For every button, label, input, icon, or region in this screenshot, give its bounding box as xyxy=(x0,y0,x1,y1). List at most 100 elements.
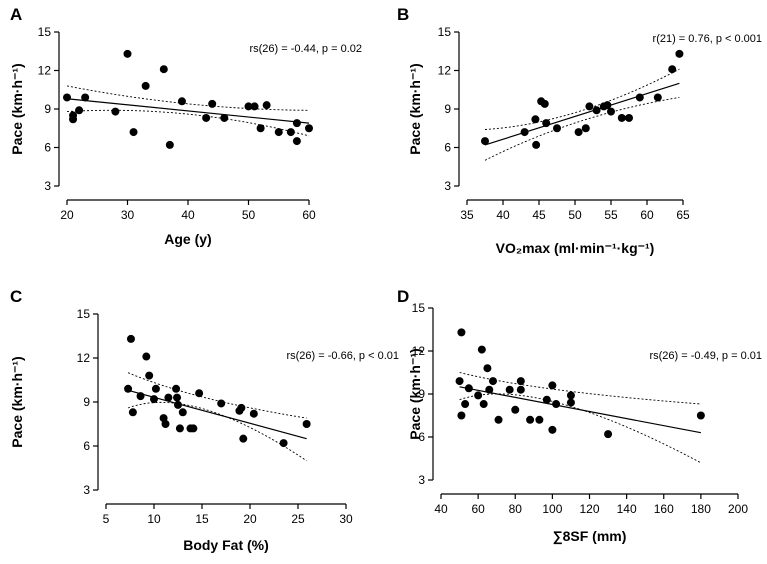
data-point xyxy=(485,385,494,394)
x-tick-label: 40 xyxy=(434,502,448,516)
x-tick-label: 60 xyxy=(302,208,316,222)
data-point xyxy=(177,97,186,106)
data-point xyxy=(123,49,132,58)
data-point xyxy=(603,101,612,110)
data-point xyxy=(111,107,120,116)
y-tick-label: 12 xyxy=(38,64,52,78)
ci-lower-line xyxy=(127,402,307,462)
data-point xyxy=(150,395,158,404)
data-point xyxy=(592,106,601,115)
data-point xyxy=(302,420,311,428)
y-tick-label: 12 xyxy=(412,344,426,358)
data-point xyxy=(581,124,590,133)
data-point xyxy=(457,411,466,420)
data-point xyxy=(532,140,541,149)
panel-label: A xyxy=(10,5,22,24)
data-point xyxy=(574,128,583,137)
y-tick-label: 3 xyxy=(418,473,425,487)
data-point xyxy=(617,113,626,122)
data-point xyxy=(151,384,160,393)
x-tick-label: 200 xyxy=(728,502,748,516)
y-tick-label: 12 xyxy=(438,64,452,78)
x-tick-label: 30 xyxy=(121,208,135,222)
data-point xyxy=(279,439,288,448)
data-point xyxy=(483,364,492,373)
y-tick-label: 12 xyxy=(77,351,91,365)
x-tick-label: 45 xyxy=(532,208,546,222)
data-point xyxy=(81,93,90,102)
data-point xyxy=(262,101,271,110)
y-tick-label: 6 xyxy=(44,141,51,155)
data-point xyxy=(479,400,488,409)
panel-label: B xyxy=(397,5,409,24)
ci-upper-line xyxy=(66,85,310,111)
data-point xyxy=(464,384,473,393)
data-point xyxy=(607,107,615,116)
y-tick-label: 15 xyxy=(412,301,426,315)
data-point xyxy=(604,430,613,439)
y-tick-label: 3 xyxy=(83,483,90,497)
panel-a: A 3 6 9 12 15 20 30 40 50 60 Pace (km·h⁻¹) Age (y) rs… xyxy=(9,5,362,247)
data-point xyxy=(461,400,470,409)
data-point xyxy=(164,393,173,402)
data-point xyxy=(141,81,150,90)
y-tick-label: 3 xyxy=(444,179,451,193)
data-point xyxy=(292,137,301,146)
data-point xyxy=(124,384,133,393)
data-point xyxy=(668,65,677,74)
y-tick-label: 6 xyxy=(83,439,90,453)
stats-annotation: rs(26) = -0.66, p < 0.01 xyxy=(286,350,399,362)
y-axis-label: Pace (km·h⁻¹) xyxy=(9,356,25,447)
ci-lower-line xyxy=(66,109,310,137)
y-axis-label: Pace (km·h⁻¹) xyxy=(9,63,25,154)
data-point xyxy=(129,128,138,137)
data-point xyxy=(195,389,204,398)
panel-c: C 3 6 9 12 15 5 10 15 20 25 30 Pace (km·h⁻¹) Body Fat… xyxy=(9,287,399,553)
y-tick-label: 15 xyxy=(77,307,91,321)
x-tick-label: 25 xyxy=(291,512,305,526)
y-tick-label: 9 xyxy=(418,387,425,401)
data-point xyxy=(531,115,540,124)
data-point xyxy=(244,102,253,111)
data-point xyxy=(494,415,503,424)
data-point xyxy=(516,377,525,386)
data-point xyxy=(75,106,84,115)
regression-line xyxy=(66,98,310,124)
panel-d: D 3 6 9 12 15 40 60 80 100 120 140 160 180 200 Pace (km… xyxy=(397,287,762,545)
x-tick-label: 40 xyxy=(181,208,195,222)
data-point xyxy=(128,408,137,417)
data-point xyxy=(511,405,520,414)
x-tick-label: 30 xyxy=(339,512,353,526)
x-axis-label: Age (y) xyxy=(164,231,211,247)
x-tick-label: 35 xyxy=(460,208,474,222)
y-tick-label: 9 xyxy=(83,395,90,409)
x-tick-label: 160 xyxy=(654,502,674,516)
data-point xyxy=(136,392,145,401)
data-point xyxy=(566,398,575,407)
y-axis-label: Pace (km·h⁻¹) xyxy=(407,348,423,439)
data-point xyxy=(174,400,182,409)
x-axis-label: ∑8SF (mm) xyxy=(553,528,627,545)
x-tick-label: 20 xyxy=(60,208,74,222)
x-tick-label: 60 xyxy=(640,208,654,222)
x-tick-label: 40 xyxy=(496,208,510,222)
data-point xyxy=(635,93,644,102)
data-point xyxy=(159,65,168,74)
data-point xyxy=(540,99,549,108)
data-point xyxy=(250,102,259,111)
x-axis-label: VO₂max (ml·min⁻¹·kg⁻¹) xyxy=(496,240,655,256)
panel-b: B 3 6 9 12 15 35 40 45 50 55 60 65 Pace (km·h⁻¹) VO₂ma… xyxy=(397,5,762,256)
data-point xyxy=(488,377,497,386)
data-point xyxy=(217,399,226,408)
data-point xyxy=(292,119,301,128)
data-point xyxy=(172,384,181,393)
x-tick-label: 5 xyxy=(103,512,110,526)
x-tick-label: 20 xyxy=(243,512,257,526)
y-tick-label: 3 xyxy=(44,179,51,193)
x-tick-label: 55 xyxy=(604,208,618,222)
data-point xyxy=(63,93,71,102)
data-point xyxy=(142,352,151,361)
data-point xyxy=(126,334,135,343)
stats-annotation: rs(26) = -0.44, p = 0.02 xyxy=(249,43,362,55)
data-point xyxy=(542,395,551,404)
